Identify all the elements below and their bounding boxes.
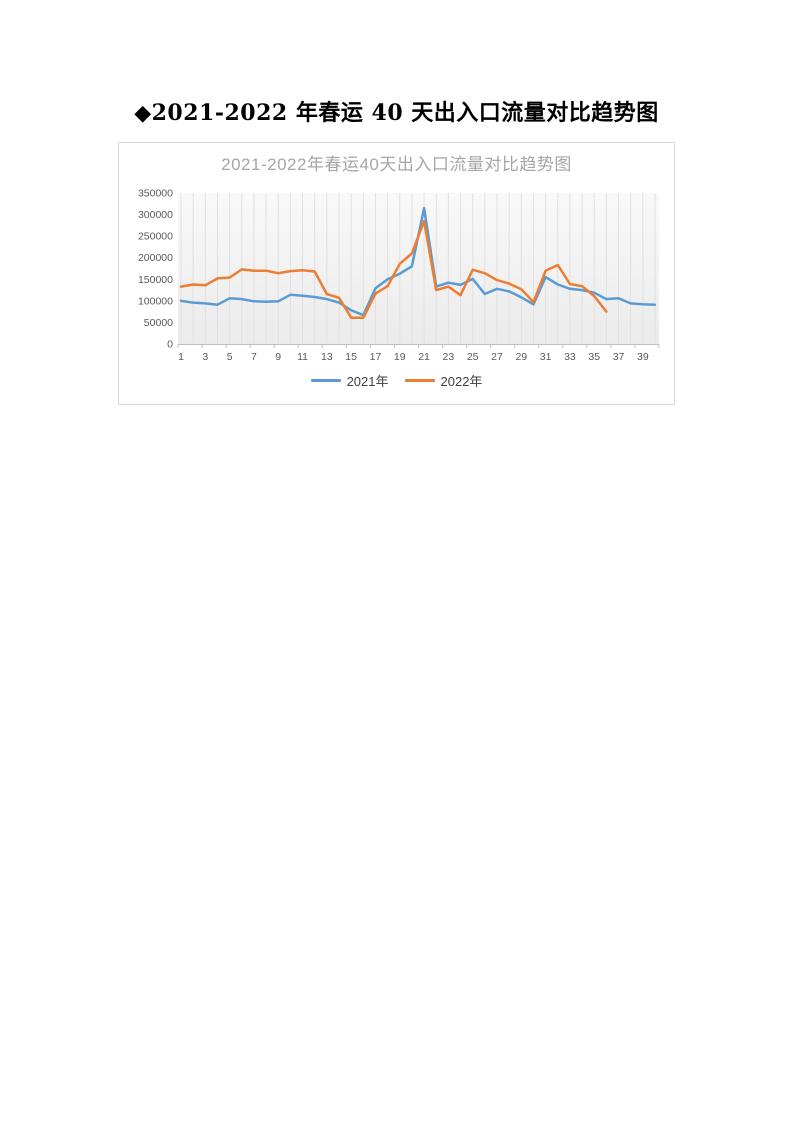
y-axis-label: 100000 [138, 295, 173, 307]
page-title: ◆2021-2022 年春运 40 天出入口流量对比趋势图 [134, 100, 659, 126]
x-axis-label: 39 [637, 351, 649, 363]
legend-line-swatch-2022 [404, 379, 435, 382]
x-axis-label: 5 [227, 351, 233, 363]
x-axis-label: 17 [370, 351, 382, 363]
legend-label-2021: 2021年 [346, 374, 389, 389]
x-axis-label: 3 [202, 351, 208, 363]
y-axis-label: 300000 [138, 209, 173, 221]
x-axis-label: 13 [321, 351, 333, 363]
x-axis-label: 21 [418, 351, 430, 363]
x-axis-label: 33 [564, 351, 576, 363]
x-axis-label: 25 [467, 351, 479, 363]
y-axis-label: 250000 [138, 231, 173, 243]
chart-title: 2021-2022年春运40天出入口流量对比趋势图 [221, 155, 572, 174]
x-axis-label: 37 [613, 351, 625, 363]
x-axis-label: 7 [251, 351, 257, 363]
series-line-2022年 [179, 219, 608, 319]
y-axis-label: 150000 [138, 274, 173, 286]
x-axis-label: 35 [588, 351, 600, 363]
y-axis-label: 350000 [138, 188, 173, 200]
x-axis-label: 1 [178, 351, 184, 363]
x-axis-label: 11 [297, 351, 308, 363]
y-axis-label: 200000 [138, 252, 173, 264]
y-axis-label: 0 [167, 339, 173, 351]
chart-plot-area: 0 50000 100000 150000 200000 250000 300000 3500… [138, 188, 660, 363]
legend-item-2022: 2022年 [404, 371, 483, 390]
plot-background [178, 193, 659, 344]
chart: 0 50000 100000 150000 200000 250000 300000 3500… [118, 142, 675, 405]
legend-item-2021: 2021年 [310, 371, 389, 390]
y-axis-label: 50000 [144, 317, 173, 329]
chart-legend: 2021年 2022年 [119, 371, 674, 390]
x-axis-label: 15 [345, 351, 357, 363]
legend-label-2022: 2022年 [440, 374, 483, 389]
x-axis-label: 31 [540, 351, 552, 363]
x-axis-label: 29 [515, 351, 527, 363]
legend-line-swatch-2021 [310, 379, 341, 382]
x-axis-label: 19 [394, 351, 406, 363]
x-axis-label: 9 [275, 351, 281, 363]
x-axis-label: 27 [491, 351, 503, 363]
x-axis-label: 23 [443, 351, 455, 363]
